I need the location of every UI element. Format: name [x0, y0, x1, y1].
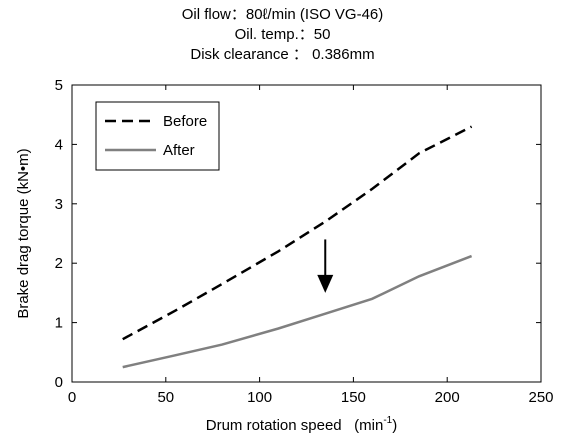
y-tick-label: 4 [55, 136, 63, 153]
chart-title-line-2: Oil. temp.：50 [234, 26, 331, 43]
legend-label-before: Before [163, 113, 207, 130]
chart-title-line-3: Disk clearance ： 0.386mm [190, 46, 375, 63]
y-tick-label: 0 [55, 374, 63, 391]
plot-area: 0 50 100 150 200 250 0 1 2 3 4 5 Drum rotation speed… [15, 77, 554, 434]
y-tick-label: 3 [55, 196, 63, 213]
legend-box [95, 101, 220, 171]
chart-title-line-1: Oil flow：80ℓ/min (ISO VG-46) [181, 6, 384, 23]
x-axis-title: Drum rotation speed (min-1) [206, 415, 397, 434]
x-tick-label: 150 [341, 389, 366, 406]
x-tick-label: 200 [435, 389, 460, 406]
y-axis-title: Brake drag torque (kN•m) [15, 148, 32, 318]
y-tick-label: 2 [55, 255, 63, 272]
y-tick-label: 5 [55, 77, 63, 94]
x-tick-label: 0 [68, 389, 76, 406]
legend-label-after: After [163, 142, 195, 159]
y-tick-label: 1 [55, 315, 63, 332]
plot-frame [71, 84, 542, 383]
x-tick-label: 100 [247, 389, 272, 406]
x-tick-label: 250 [528, 389, 553, 406]
x-tick-label: 50 [157, 389, 174, 406]
series-line-after [122, 254, 473, 369]
arrow-head [317, 274, 334, 293]
series-line-before [122, 125, 473, 341]
